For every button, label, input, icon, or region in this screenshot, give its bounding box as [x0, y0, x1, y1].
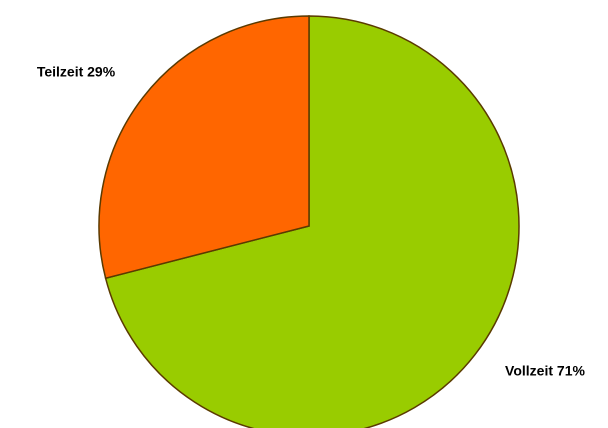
data-label: Teilzeit 29%	[37, 64, 116, 80]
pie-slice	[104, 15, 520, 428]
data-label: Vollzeit 71%	[505, 363, 585, 379]
pie-slice	[98, 15, 310, 280]
